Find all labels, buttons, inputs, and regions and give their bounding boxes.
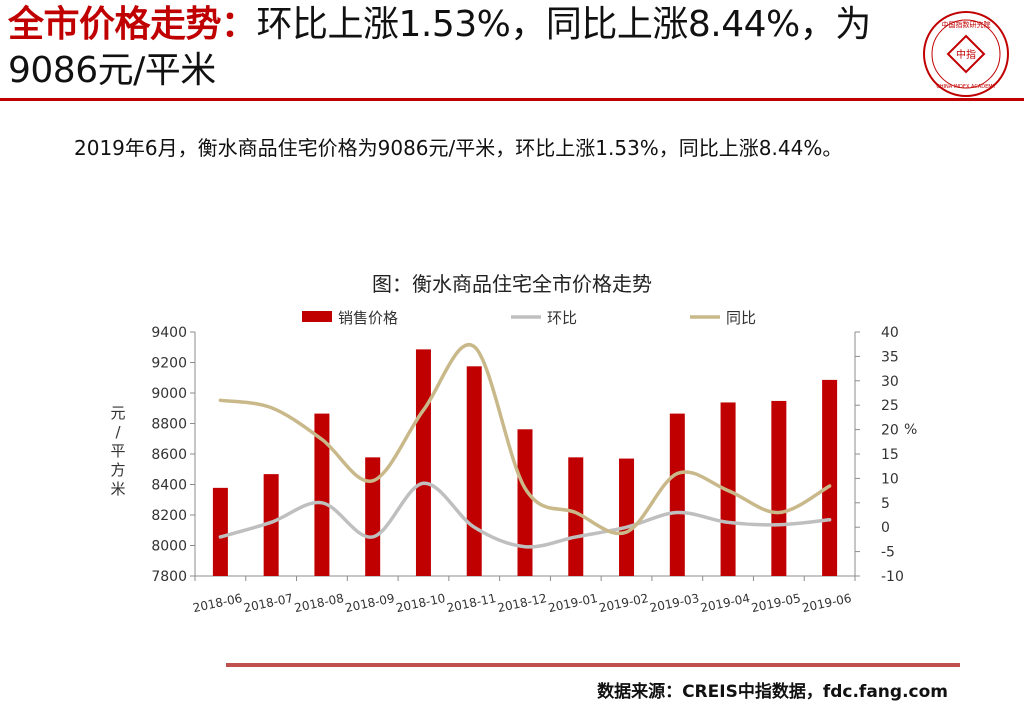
header-divider xyxy=(0,98,1024,101)
mom-line xyxy=(218,481,832,549)
right-tick-label: 0 xyxy=(881,520,890,536)
left-tick-label: 9400 xyxy=(151,325,187,341)
bar-2018-08 xyxy=(314,413,330,576)
headline: 全市价格走势：环比上涨1.53%，同比上涨8.44%，为9086元/平米 xyxy=(8,2,908,94)
legend-label: 同比 xyxy=(726,309,756,327)
bar-2018-07 xyxy=(263,474,279,576)
footer-divider xyxy=(226,663,960,667)
left-axis-label: 元/平方米 xyxy=(110,404,125,498)
legend-label: 环比 xyxy=(547,309,577,327)
x-tick-label: 2018-09 xyxy=(344,591,396,615)
left-tick-label: 8000 xyxy=(151,539,187,555)
right-tick-label: 10 xyxy=(881,471,899,487)
bar-2019-05 xyxy=(771,400,787,576)
right-tick-label: 30 xyxy=(881,374,899,390)
left-tick-label: 8200 xyxy=(151,508,187,524)
bar-2019-03 xyxy=(669,413,685,576)
seal-center-text: 中指 xyxy=(956,48,976,61)
right-axis-label: % xyxy=(904,422,917,438)
bar-2018-12 xyxy=(517,429,533,576)
right-tick-label: -10 xyxy=(881,569,904,585)
x-tick-label: 2019-05 xyxy=(750,591,802,615)
x-tick-label: 2018-10 xyxy=(395,591,447,615)
bar-2019-02 xyxy=(619,458,635,576)
bar-2018-09 xyxy=(365,457,381,576)
bar-2018-10 xyxy=(415,349,431,576)
yoy-line xyxy=(218,342,832,536)
left-tick-label: 7800 xyxy=(151,569,187,585)
data-source: 数据来源：CREIS中指数据，fdc.fang.com xyxy=(597,682,948,702)
right-tick-label: 40 xyxy=(881,325,899,341)
bar-2019-01 xyxy=(568,457,584,576)
bar-series xyxy=(212,349,838,576)
right-tick-label: 5 xyxy=(881,496,890,512)
left-tick-label: 8600 xyxy=(151,447,187,463)
x-tick-label: 2019-02 xyxy=(598,591,650,615)
bar-2018-11 xyxy=(466,366,482,576)
summary-text: 2019年6月，衡水商品住宅价格为9086元/平米，环比上涨1.53%，同比上涨… xyxy=(74,136,843,160)
left-tick-label: 8400 xyxy=(151,478,187,494)
left-tick-label: 9000 xyxy=(151,386,187,402)
right-tick-label: 20 xyxy=(881,423,899,439)
x-tick-label: 2019-01 xyxy=(547,591,599,615)
seal-bottom-text: CHINA INDEX ACADEMY xyxy=(936,84,996,90)
academy-seal-logo: 中指 中国指数研究院 CHINA INDEX ACADEMY xyxy=(923,11,1009,97)
right-tick-label: 25 xyxy=(881,398,899,414)
bar-2019-06 xyxy=(822,379,838,576)
chart-title: 图：衡水商品住宅全市价格走势 xyxy=(372,272,652,296)
legend-label: 销售价格 xyxy=(338,309,398,327)
headline-rest: 环比上涨1.53%，同比上涨8.44%，为9086元/平米 xyxy=(8,4,871,91)
right-tick-label: 35 xyxy=(881,349,899,365)
seal-top-text: 中国指数研究院 xyxy=(942,20,991,29)
x-tick-label: 2018-08 xyxy=(293,591,345,615)
x-tick-label: 2018-07 xyxy=(242,591,294,615)
x-tick-label: 2018-12 xyxy=(496,591,548,615)
x-tick-label: 2019-04 xyxy=(699,591,751,615)
line-series xyxy=(218,342,832,549)
x-tick-label: 2018-06 xyxy=(192,591,244,615)
left-tick-label: 8800 xyxy=(151,417,187,433)
x-tick-label: 2019-03 xyxy=(648,591,700,615)
legend-swatch-bar xyxy=(302,311,332,322)
chart-legend: 销售价格 环比 同比 xyxy=(302,309,756,327)
right-tick-label: 15 xyxy=(881,447,899,463)
x-tick-label: 2019-06 xyxy=(801,591,853,615)
headline-accent: 全市价格走势： xyxy=(8,4,257,45)
bar-2018-06 xyxy=(212,487,228,576)
left-tick-label: 9200 xyxy=(151,356,187,372)
x-tick-label: 2018-11 xyxy=(445,591,497,615)
right-tick-label: -5 xyxy=(881,545,895,561)
chart-axes: 7800 8000 8200 8400 8600 8800 9000 9200 9400 -10 -… xyxy=(110,325,917,615)
